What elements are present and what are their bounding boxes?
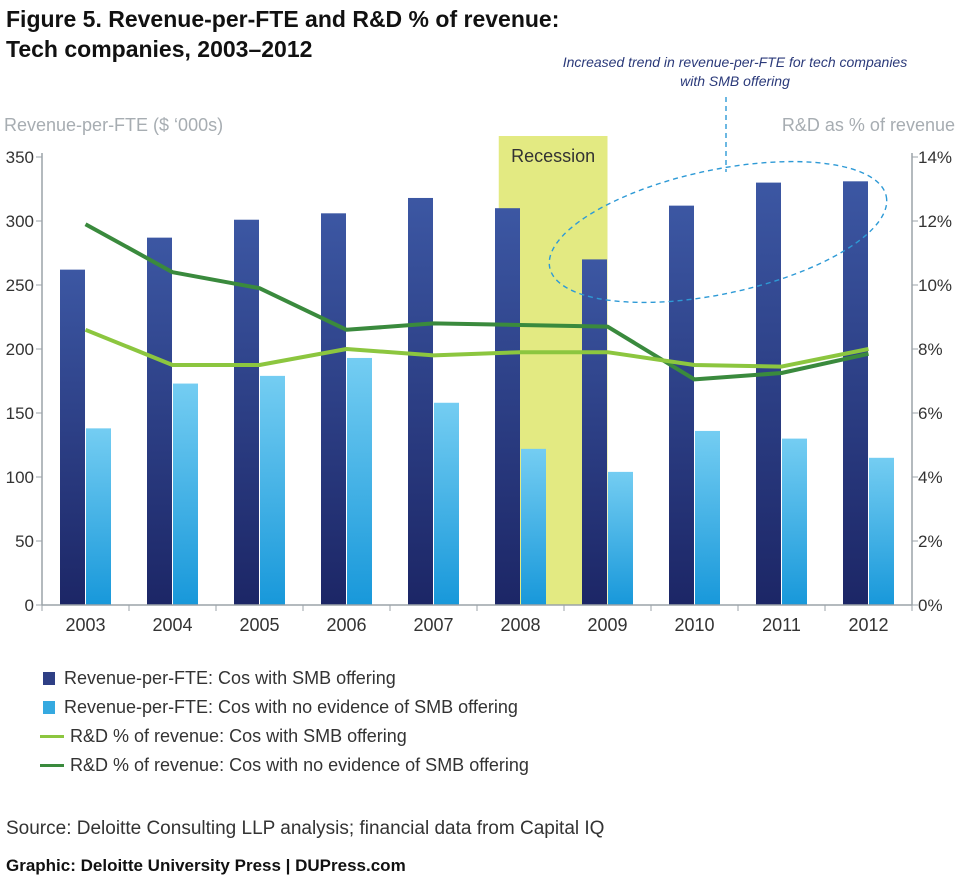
bar-no-smb <box>173 383 198 605</box>
chart-title-line-1: Figure 5. Revenue-per-FTE and R&D % of r… <box>6 6 560 32</box>
x-tick-label: 2010 <box>674 615 714 635</box>
legend-swatch <box>43 672 55 685</box>
left-tick-label: 0 <box>25 596 34 615</box>
bar-no-smb <box>869 457 894 605</box>
left-tick-label: 350 <box>6 148 34 167</box>
legend-label: R&D % of revenue: Cos with SMB offering <box>70 726 407 746</box>
x-tick-label: 2003 <box>65 615 105 635</box>
legend-item-bar-smb: Revenue-per-FTE: Cos with SMB offering <box>40 664 529 693</box>
right-tick-label: 6% <box>918 404 943 423</box>
right-tick-label: 14% <box>918 148 952 167</box>
annotation-callout <box>548 97 888 304</box>
right-tick-label: 12% <box>918 212 952 231</box>
line-rnd-smb <box>84 327 869 369</box>
recession-label: Recession <box>511 146 595 166</box>
x-tick-label: 2005 <box>239 615 279 635</box>
bar-no-smb <box>695 430 720 605</box>
x-tick-label: 2007 <box>413 615 453 635</box>
bar-smb <box>60 269 85 605</box>
bar-smb <box>408 197 433 605</box>
bars <box>60 181 894 605</box>
left-tick-label: 150 <box>6 404 34 423</box>
right-tick-label: 10% <box>918 276 952 295</box>
left-tick-label: 300 <box>6 212 34 231</box>
bar-no-smb <box>434 402 459 605</box>
bar-smb <box>582 259 607 605</box>
bar-smb <box>843 181 868 605</box>
bar-smb <box>147 237 172 605</box>
chart-title: Figure 5. Revenue-per-FTE and R&D % of r… <box>6 4 559 64</box>
legend-label: Revenue-per-FTE: Cos with no evidence of… <box>64 697 518 717</box>
bar-no-smb <box>608 471 633 605</box>
source-note: Source: Deloitte Consulting LLP analysis… <box>6 818 605 839</box>
annotation-text: Increased trend in revenue-per-FTE for t… <box>562 54 908 89</box>
legend-label: R&D % of revenue: Cos with no evidence o… <box>70 755 529 775</box>
right-tick-label: 2% <box>918 532 943 551</box>
x-tick-label: 2009 <box>587 615 627 635</box>
left-tick-label: 200 <box>6 340 34 359</box>
chart-title-line-2: Tech companies, 2003–2012 <box>6 36 313 62</box>
bar-no-smb <box>347 357 372 605</box>
axes: 0 50 100 150 200 250 300 350 0% 2% 4% 6% 8% 10% 12% 14%… <box>4 115 955 635</box>
chart-canvas: Recession 0 50 100 150 200 250 300 350 0% 2% 4% 6% 8… <box>4 97 955 635</box>
line-rnd-no-smb <box>84 222 869 382</box>
x-tick-label: 2011 <box>762 615 801 635</box>
bar-smb <box>495 208 520 605</box>
graphic-credit: Graphic: Deloitte University Press | DUP… <box>6 856 406 875</box>
bar-smb <box>321 213 346 605</box>
bar-no-smb <box>521 448 546 605</box>
x-tick-label: 2004 <box>152 615 192 635</box>
right-tick-label: 4% <box>918 468 943 487</box>
legend-swatch <box>40 735 64 738</box>
legend-item-line-no-smb: R&D % of revenue: Cos with no evidence o… <box>40 751 529 780</box>
x-tick-label: 2008 <box>500 615 540 635</box>
x-tick-label: 2012 <box>848 615 888 635</box>
right-tick-label: 0% <box>918 596 943 615</box>
lines <box>84 222 869 382</box>
legend-label: Revenue-per-FTE: Cos with SMB offering <box>64 668 396 688</box>
bar-no-smb <box>86 428 111 605</box>
legend-swatch <box>43 701 55 714</box>
bar-no-smb <box>782 438 807 605</box>
left-tick-label: 50 <box>15 532 34 551</box>
bar-smb <box>234 219 259 605</box>
right-tick-label: 8% <box>918 340 943 359</box>
left-axis-label: Revenue-per-FTE ($ ‘000s) <box>4 115 223 135</box>
legend-item-line-smb: R&D % of revenue: Cos with SMB offering <box>40 722 529 751</box>
left-tick-label: 100 <box>6 468 34 487</box>
annotation-ellipse <box>548 160 888 304</box>
bar-smb <box>756 182 781 605</box>
legend-swatch <box>40 764 64 767</box>
legend: Revenue-per-FTE: Cos with SMB offering R… <box>40 664 529 780</box>
left-tick-label: 250 <box>6 276 34 295</box>
bar-smb <box>669 205 694 605</box>
x-tick-label: 2006 <box>326 615 366 635</box>
legend-item-bar-no-smb: Revenue-per-FTE: Cos with no evidence of… <box>40 693 529 722</box>
right-axis-label: R&D as % of revenue <box>782 115 955 135</box>
bar-no-smb <box>260 375 285 605</box>
